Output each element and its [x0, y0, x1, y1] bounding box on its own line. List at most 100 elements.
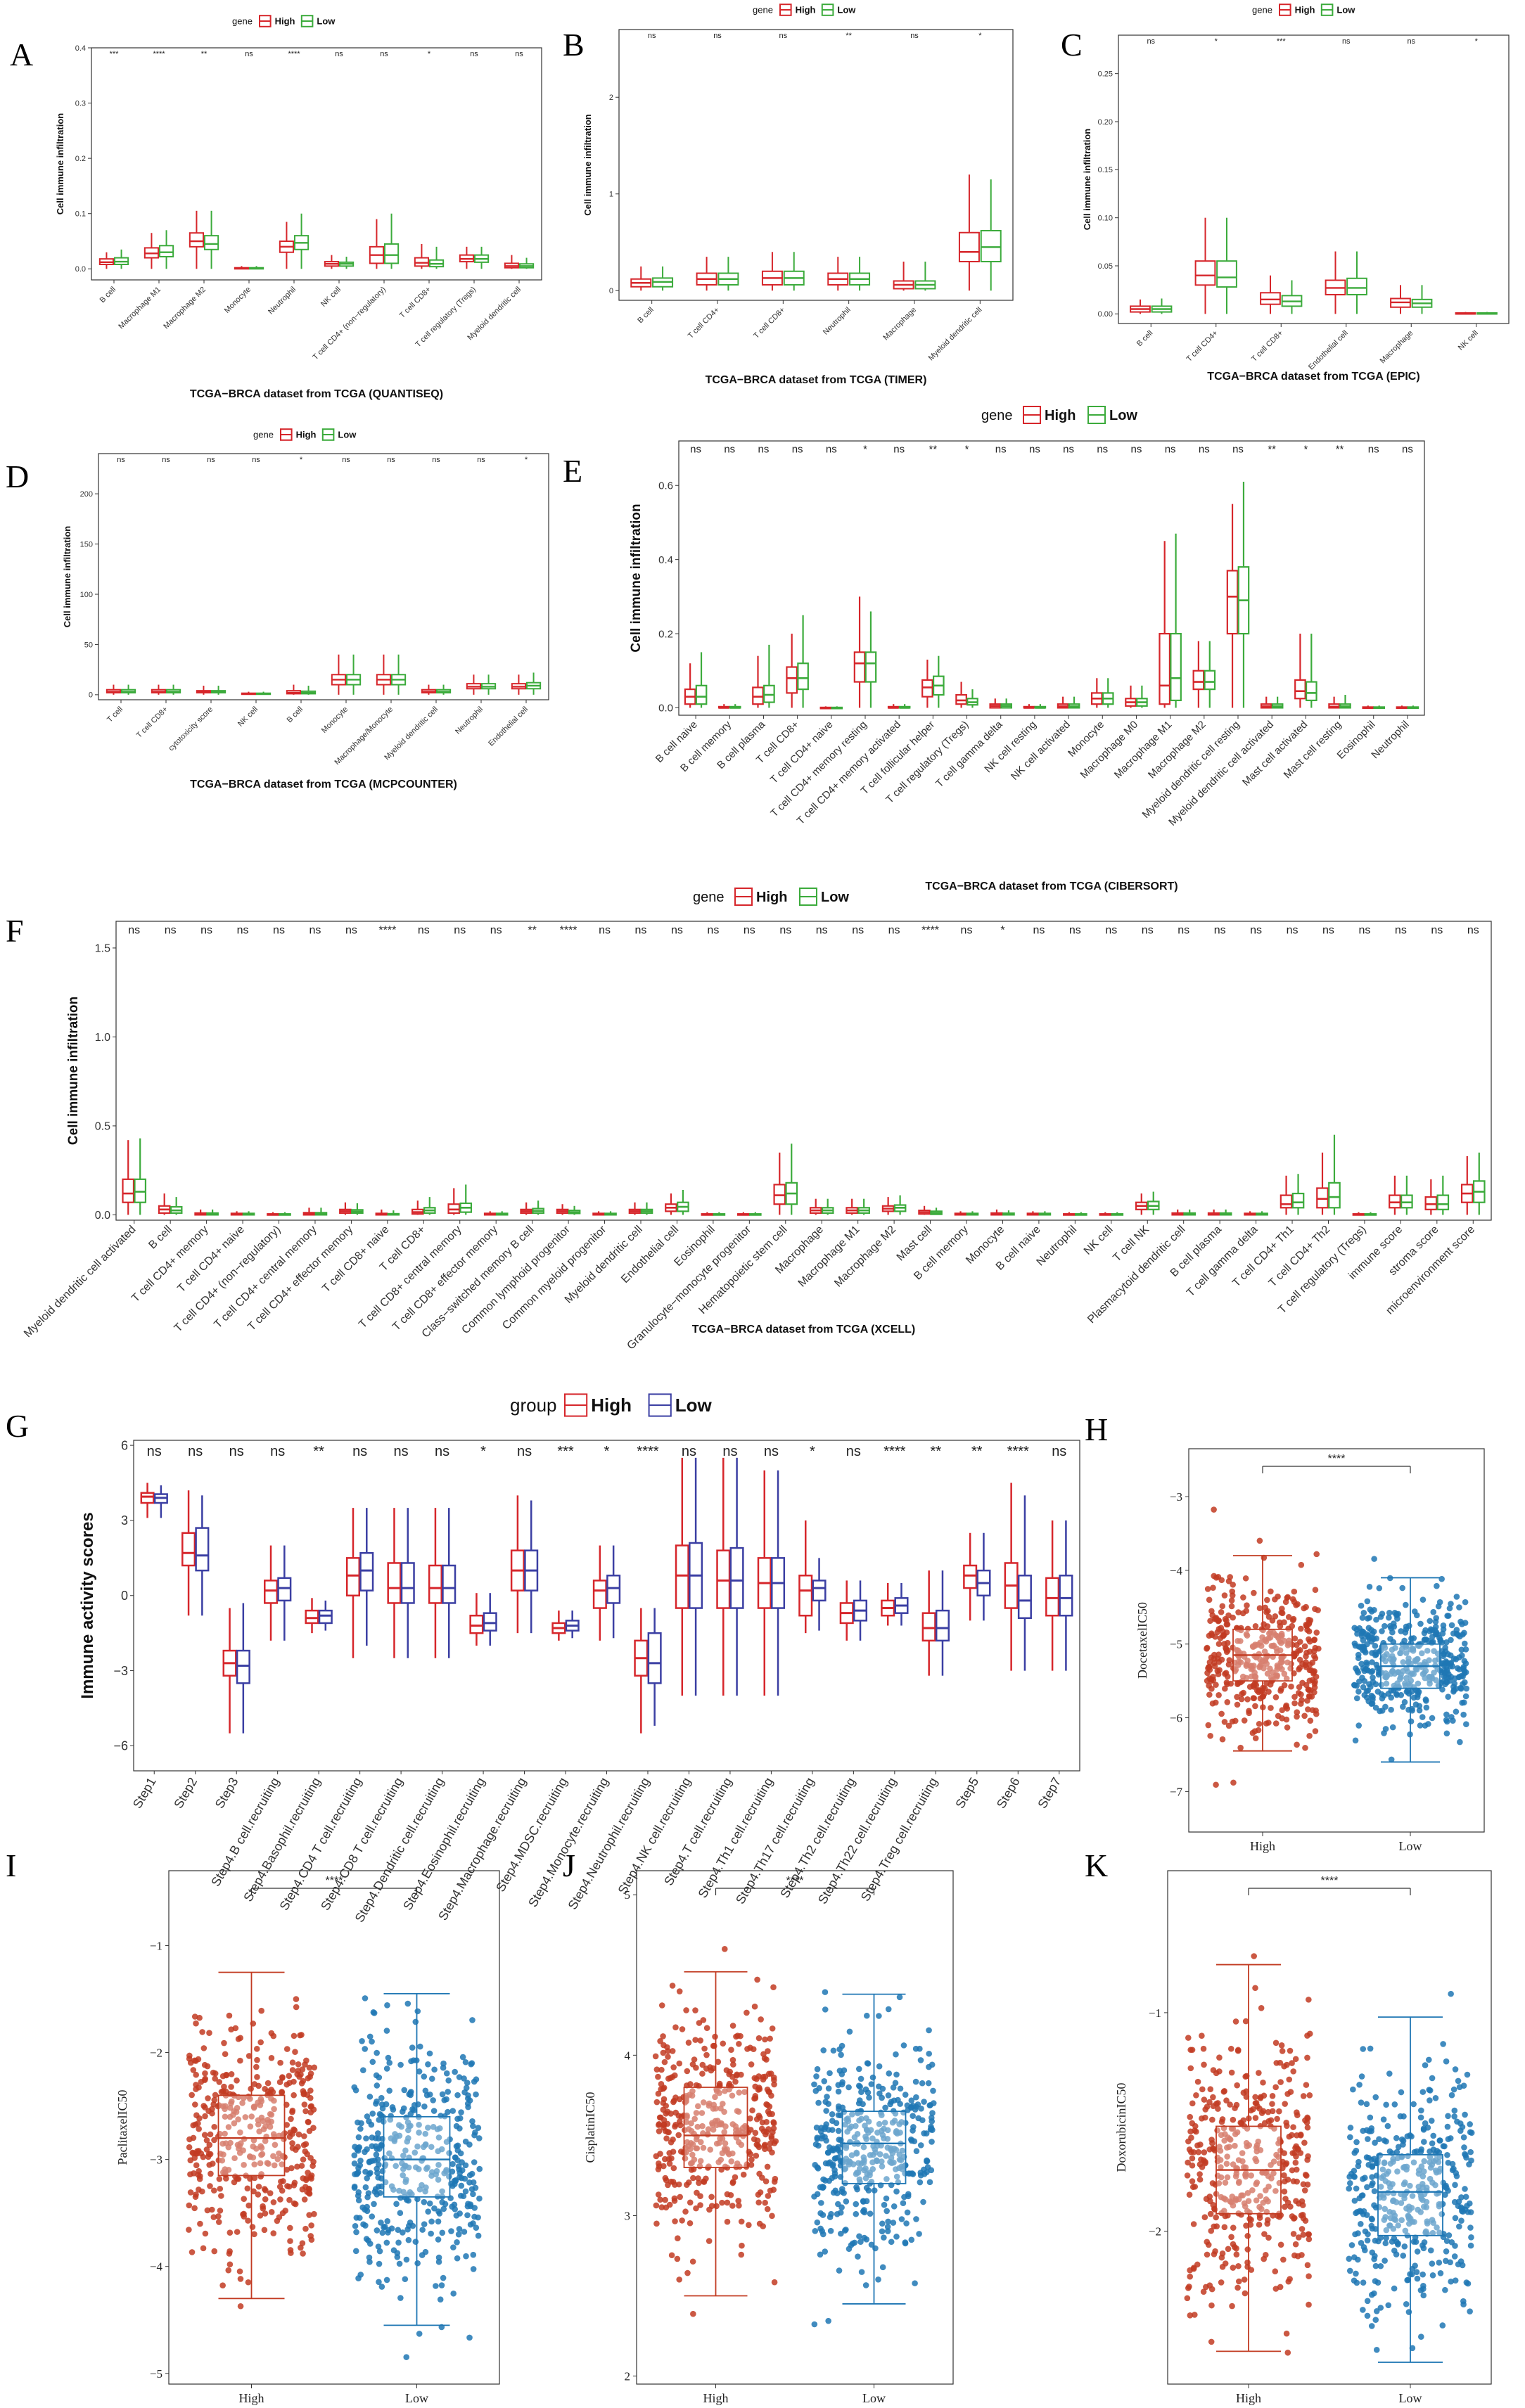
- jitter-dot: [271, 2106, 277, 2113]
- jitter-dot: [814, 2066, 821, 2073]
- jitter-dot: [1452, 2243, 1458, 2249]
- plot-frame: [1118, 34, 1510, 324]
- jitter-dot: [1224, 2153, 1230, 2160]
- jitter-dot: [1268, 1705, 1274, 1711]
- significance-label: ns: [1395, 925, 1407, 937]
- jitter-dot: [856, 2117, 862, 2124]
- jitter-dot: [869, 2074, 876, 2081]
- plot-frame: [1167, 1870, 1492, 2385]
- jitter-dot: [1239, 1673, 1246, 1680]
- jitter-dot: [1264, 1670, 1271, 1677]
- jitter-dot: [1350, 2086, 1356, 2093]
- significance-label: ns: [270, 1444, 285, 1459]
- jitter-dot: [1429, 2272, 1436, 2279]
- significance-label: ns: [1467, 925, 1479, 937]
- box-low: [442, 1564, 457, 1604]
- jitter-dot: [440, 2064, 447, 2071]
- jitter-dot: [235, 2116, 241, 2122]
- jitter-dot: [760, 2223, 766, 2229]
- jitter-dot: [1403, 1601, 1409, 1608]
- y-axis-label: CisplatinIC50: [583, 2092, 597, 2163]
- jitter-dot: [198, 2079, 205, 2085]
- jitter-dot: [260, 2118, 267, 2125]
- jitter-dot: [1439, 1630, 1446, 1637]
- jitter-dot: [713, 2088, 720, 2094]
- y-axis-label: Cell immune infiltration: [1082, 129, 1092, 231]
- jitter-dot: [470, 2179, 477, 2186]
- jitter-dot: [1417, 2333, 1424, 2340]
- jitter-dot: [1243, 1663, 1250, 1669]
- jitter-dot: [926, 2063, 932, 2070]
- jitter-dot: [279, 2161, 285, 2167]
- jitter-dot: [1358, 2221, 1364, 2227]
- significance-label: ns: [387, 456, 395, 464]
- jitter-dot: [1304, 2156, 1310, 2163]
- jitter-dot: [1419, 2242, 1426, 2249]
- jitter-dot: [672, 2024, 679, 2030]
- jitter-dot: [1351, 2277, 1358, 2284]
- jitter-dot: [1363, 1631, 1370, 1637]
- jitter-dot: [1374, 1689, 1382, 1695]
- jitter-dot: [440, 2205, 447, 2212]
- jitter-dot: [1208, 1608, 1215, 1615]
- jitter-dot: [1382, 1622, 1388, 1629]
- jitter-dot: [917, 2179, 924, 2186]
- jitter-dot: [656, 2160, 662, 2167]
- significance-label: *: [965, 444, 969, 456]
- jitter-dot: [261, 2227, 268, 2234]
- panel-title: TCGA−BRCA dataset from TCGA (TIMER): [706, 374, 927, 386]
- jitter-dot: [1422, 2229, 1429, 2236]
- significance-label: ns: [394, 1444, 409, 1459]
- jitter-dot: [297, 2032, 303, 2039]
- jitter-dot: [907, 2170, 913, 2177]
- jitter-dot: [1408, 1718, 1415, 1725]
- jitter-dot: [712, 2118, 719, 2125]
- y-tick-label: 0.1: [75, 210, 86, 219]
- jitter-dot: [1362, 2228, 1369, 2235]
- jitter-dot: [1284, 1594, 1291, 1601]
- y-tick-label: −2: [1149, 2225, 1161, 2239]
- jitter-dot: [212, 2075, 218, 2082]
- jitter-dot: [1382, 2240, 1389, 2247]
- jitter-dot: [475, 2232, 482, 2239]
- jitter-dot: [1448, 1601, 1454, 1607]
- jitter-dot: [289, 2140, 295, 2146]
- jitter-dot: [1355, 1689, 1362, 1695]
- jitter-dot: [765, 2070, 772, 2077]
- jitter-dot: [211, 2123, 217, 2130]
- jitter-dot: [1397, 1674, 1404, 1681]
- jitter-dot: [1377, 2262, 1384, 2269]
- jitter-dot: [1397, 2113, 1404, 2120]
- jitter-dot: [676, 2118, 683, 2125]
- jitter-dot: [1440, 1653, 1447, 1660]
- jitter-dot: [1209, 2180, 1216, 2186]
- jitter-dot: [1403, 2163, 1410, 2170]
- jitter-dot: [241, 2196, 248, 2203]
- jitter-dot: [1202, 2106, 1209, 2113]
- jitter-dot: [1215, 2180, 1223, 2186]
- jitter-dot: [1301, 1643, 1308, 1650]
- jitter-dot: [375, 2130, 381, 2137]
- jitter-dot: [192, 2121, 198, 2128]
- x-tick-label: Macrophage M2: [832, 1224, 898, 1290]
- jitter-dot: [699, 2122, 706, 2130]
- jitter-dot: [222, 2130, 228, 2137]
- jitter-dot: [1364, 2312, 1371, 2319]
- plot-frame: [636, 1870, 954, 2385]
- jitter-dot: [883, 2153, 889, 2159]
- jitter-dot: [1389, 1724, 1396, 1731]
- jitter-dot: [375, 2243, 382, 2250]
- jitter-dot: [899, 2147, 906, 2154]
- significance-label: ns: [722, 1444, 737, 1459]
- y-tick-label: 150: [80, 540, 93, 549]
- jitter-dot: [1246, 1708, 1252, 1715]
- x-tick-label: B cell: [98, 286, 118, 305]
- jitter-dot: [1206, 2194, 1213, 2200]
- jitter-dot: [678, 2113, 685, 2120]
- jitter-dot: [771, 2178, 778, 2185]
- jitter-dot: [404, 2226, 411, 2233]
- jitter-dot: [1444, 2123, 1451, 2130]
- jitter-dot: [353, 2215, 360, 2221]
- jitter-dot: [373, 2151, 380, 2158]
